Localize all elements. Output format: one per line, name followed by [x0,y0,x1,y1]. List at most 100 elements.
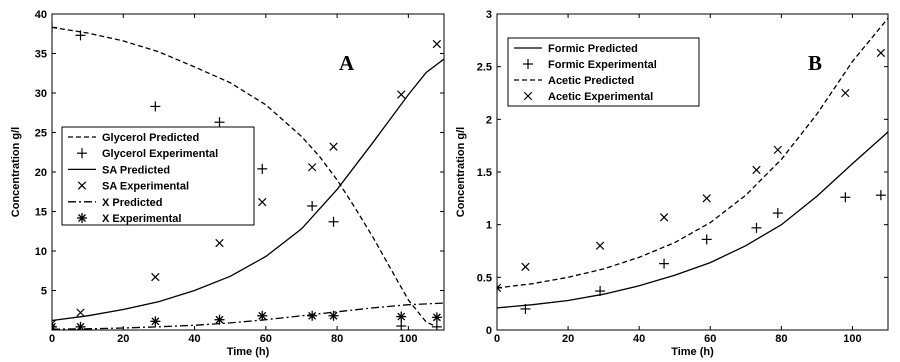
panel-b-ytick-label: 2.5 [477,62,492,74]
panel-b-xtick-label: 40 [633,333,645,345]
formic-experimental-point [595,286,606,297]
acetic-experimental-point [773,145,782,155]
glycerol-experimental-point [214,117,225,128]
panel-a-y-axis-label: Concentration g/l [10,127,22,217]
sa-experimental-marker-b [329,142,338,151]
sa-experimental-point [258,197,267,207]
sa-experimental-legend-label: SA Experimental [102,181,189,193]
panel-b-ytick-label: 1.5 [477,167,492,179]
x-experimental-point [150,316,161,327]
acetic-experimental-point [497,283,502,293]
acetic-experimental-point [659,213,669,222]
acetic-experimental-marker-b [521,262,530,271]
panel-a-ytick-label: 30 [35,88,47,100]
formic-experimental-point [701,234,712,245]
acetic-experimental-marker-b [497,283,502,289]
sa-experimental-point [76,308,85,317]
acetic-experimental-marker-b [841,88,850,98]
x-experimental-legend-swatch [77,213,87,223]
formic-experimental-legend-label: Formic Experimental [548,59,657,71]
panel-a-xtick-label: 100 [399,333,417,345]
acetic-predicted-line [497,17,888,289]
sa-experimental-marker-a [52,322,57,328]
sa-experimental-point [215,238,224,248]
panel-b-xtick-label: 80 [775,333,787,345]
x-experimental-point [431,312,442,323]
panel-a-ytick-label: 10 [35,246,47,258]
acetic-experimental-marker-b [595,241,605,250]
panel-b-xtick-label: 60 [704,333,716,345]
formic-experimental-point [520,303,531,314]
panel-b-ytick-label: 0.5 [477,272,492,284]
x-experimental-marker-b [52,322,56,328]
glycerol-experimental-legend-swatch [77,148,87,159]
sa-experimental-marker-b [307,163,317,172]
panel-a-legend: Glycerol Predicted Glycerol Experimental S… [61,126,255,226]
glycerol-experimental-point [431,321,442,330]
panel-b-ytick-label: 2 [486,114,492,126]
acetic-experimental-marker-b [752,165,761,175]
glycerol-experimental-point [257,163,268,174]
panel-a-x-axis-label: Time (h) [227,346,270,358]
acetic-experimental-marker-a [497,287,502,293]
formic-experimental-point [772,208,783,219]
sa-experimental-marker-b [76,308,85,317]
acetic-experimental-point [841,88,850,98]
panel-a-series-layer [52,22,444,330]
glycerol-experimental-point [396,321,407,330]
sa-experimental-point [151,272,160,282]
panel-a-xtick-label: 80 [331,333,343,345]
x-experimental-legend-label: X Experimental [102,213,181,225]
formic-predicted-line [497,131,888,309]
sa-experimental-point [432,39,442,49]
formic-experimental-point [751,222,762,233]
x-experimental-marker-b [215,315,224,324]
panel-a-xtick-label: 0 [49,333,55,345]
sa-experimental-legend-swatch [77,181,87,190]
panel-b-xtick-label: 20 [562,333,574,345]
x-experimental-point [75,321,86,330]
formic-experimental-legend-swatch [523,59,533,69]
panel-a-ytick-label: 35 [35,49,47,61]
panel-a-ytick-label: 15 [35,207,47,219]
x-experimental-point [307,310,318,321]
glycerol-predicted-legend-label: Glycerol Predicted [102,132,199,144]
panel-a-ytick-label: 40 [35,9,47,21]
formic-experimental-point [840,192,851,203]
panel-a-xtick-label: 20 [117,333,129,345]
panel-b: 0 20 40 60 80 100 0 0.5 1 1.5 2 2.5 3 Time (h) Concent… [455,9,889,358]
panel-b-y-axis-label: Concentration g/l [455,127,467,217]
panel-a-ytick-label: 20 [35,167,47,179]
x-experimental-marker-b [258,311,267,320]
x-predicted-line [52,302,444,330]
x-experimental-marker-b [432,313,441,322]
panel-b-legend: Formic Predicted Formic Experimental Aceti… [507,37,700,107]
acetic-experimental-legend-marker-b [523,91,533,101]
acetic-predicted-legend-label: Acetic Predicted [548,75,634,87]
sa-experimental-point [329,142,338,151]
sa-experimental-legend-marker-b [77,181,87,190]
x-experimental-marker-b [76,322,85,330]
sa-experimental-marker-b [397,90,406,99]
sa-experimental-marker-b [52,319,57,325]
glycerol-predicted-line [52,26,438,328]
panel-b-panel-letter: B [808,51,822,75]
glycerol-experimental-point [150,101,161,112]
acetic-experimental-marker-b [876,48,886,58]
glycerol-experimental-point [307,200,318,211]
x-experimental-point [52,321,57,330]
x-experimental-marker-a [52,325,56,330]
x-experimental-marker-b [151,317,160,326]
x-experimental-point [257,310,268,321]
sa-experimental-point [52,319,57,328]
panel-b-x-axis-label: Time (h) [671,346,714,358]
x-experimental-point [396,311,407,322]
acetic-experimental-point [752,165,761,175]
x-experimental-point [214,314,225,325]
glycerol-experimental-point [52,22,57,33]
glycerol-experimental-legend-label: Glycerol Experimental [102,148,218,160]
formic-experimental-point [875,190,886,201]
x-experimental-point [328,310,339,321]
panel-a-xtick-label: 60 [260,333,272,345]
